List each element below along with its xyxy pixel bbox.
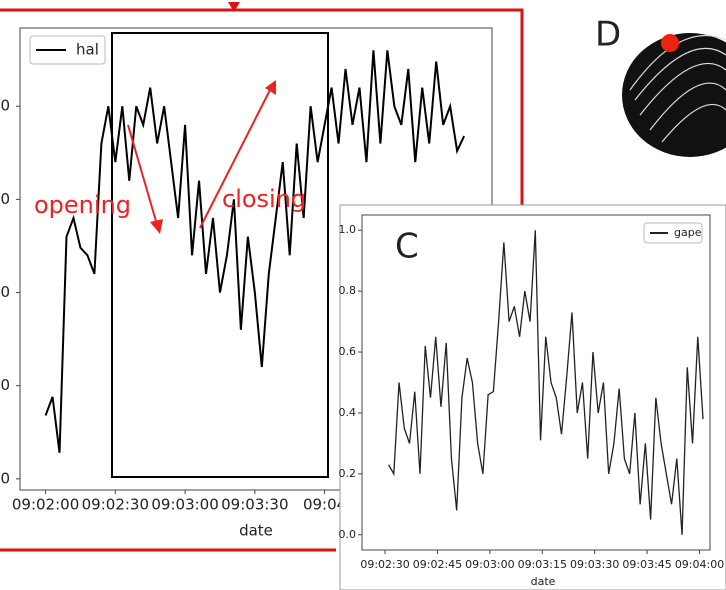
selection-box xyxy=(111,32,329,478)
x-tick-label: 09:02:45 xyxy=(413,558,462,571)
legend-box xyxy=(643,222,703,244)
arrow xyxy=(127,124,159,229)
y-tick-label: 0.8 xyxy=(339,284,357,297)
x-tick-label: 09:02:30 xyxy=(82,496,149,514)
red-frame xyxy=(0,8,524,552)
y-tick-label: 0.2 xyxy=(339,467,357,480)
marker xyxy=(228,2,240,12)
x-tick-label: 09:04 xyxy=(303,496,346,514)
legend-label: gape xyxy=(674,226,702,239)
panel-d-image xyxy=(622,33,726,157)
y-tick-label: 0.6 xyxy=(339,345,357,358)
annotation: opening xyxy=(34,191,131,219)
legend-box xyxy=(29,35,106,65)
y-tick-label: 0 xyxy=(0,97,10,115)
y-tick-label: 0 xyxy=(0,376,10,394)
y-tick-label: 0 xyxy=(0,283,10,301)
legend-label: hal xyxy=(76,41,99,59)
y-tick-label: 0.0 xyxy=(339,528,357,541)
y-tick-label: 1.0 xyxy=(339,223,357,236)
arrowhead xyxy=(265,80,276,95)
x-tick-label: 09:04:00 xyxy=(675,558,724,571)
y-tick-label: 0 xyxy=(0,469,10,487)
arrow xyxy=(199,85,273,229)
x-tick-label: 09:02:00 xyxy=(12,496,79,514)
x-tick-label: 09:03:00 xyxy=(151,496,218,514)
data-line xyxy=(387,230,704,535)
x-tick-label: 09:02:30 xyxy=(360,558,409,571)
x-tick-label: 09:03:00 xyxy=(465,558,514,571)
y-tick-label: 0 xyxy=(0,190,10,208)
arrowhead xyxy=(150,219,163,234)
x-tick-label: 09:03:15 xyxy=(518,558,567,571)
x-tick-label: 09:03:30 xyxy=(221,496,288,514)
x-axis-label: date xyxy=(239,522,273,540)
x-tick-label: 09:03:45 xyxy=(622,558,671,571)
chart-c: 0.00.20.40.60.81.009:02:30 09:02:45 09:03:… xyxy=(339,204,726,590)
y-tick-label: 0.4 xyxy=(339,406,357,419)
x-tick-label: 09:03:30 xyxy=(570,558,619,571)
data-line xyxy=(44,50,466,453)
panel-label: D xyxy=(595,15,621,55)
annotation: closing xyxy=(222,185,306,213)
panel-label: C xyxy=(395,227,419,267)
x-axis-label: date xyxy=(531,575,556,588)
